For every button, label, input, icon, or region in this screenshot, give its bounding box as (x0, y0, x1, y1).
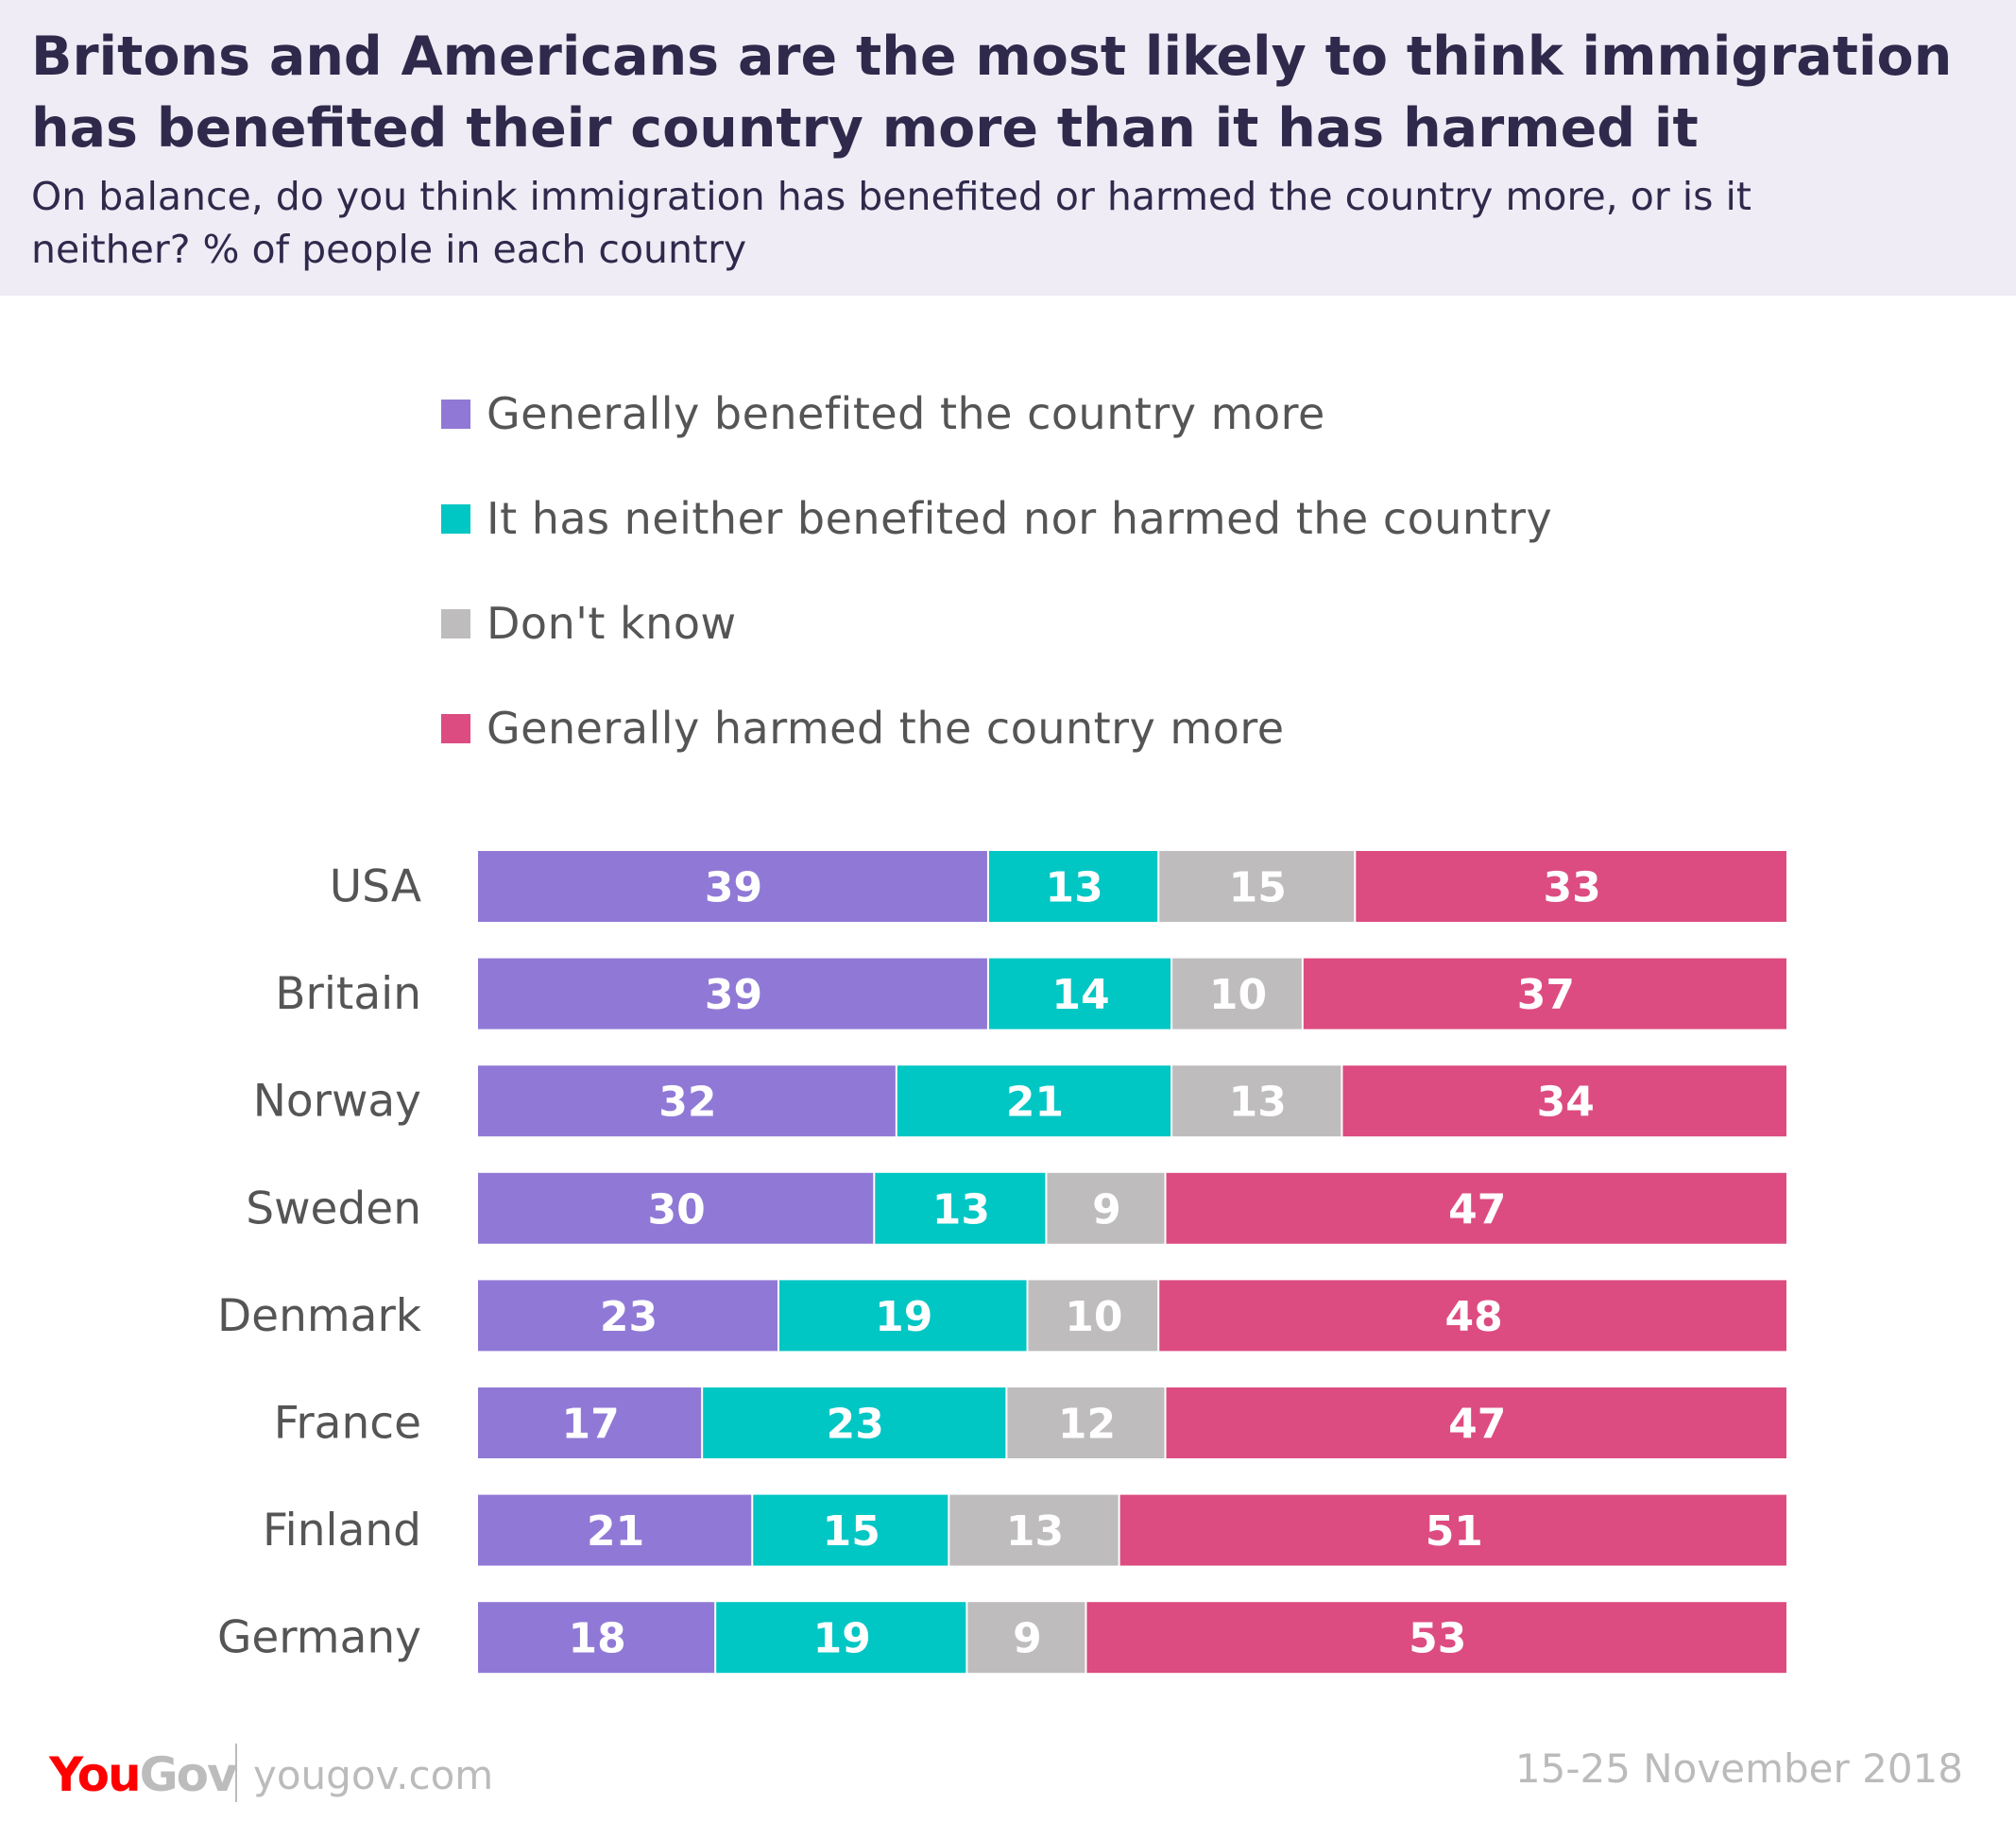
legend-label: Generally harmed the country more (487, 703, 1285, 754)
value-label: 53 (1409, 1615, 1466, 1663)
bar-segment (1086, 1602, 1786, 1674)
bar-segment (478, 1494, 752, 1566)
bar-segment (1047, 1172, 1165, 1244)
value-label: 39 (705, 864, 762, 912)
value-label: 33 (1544, 864, 1601, 912)
bar-segment (875, 1172, 1046, 1244)
legend-swatch (441, 503, 470, 534)
value-label: 17 (561, 1401, 619, 1449)
value-label: 14 (1051, 971, 1109, 1019)
bar-segment (753, 1494, 948, 1566)
bar-segment (1356, 851, 1786, 922)
legend-label: Generally benefited the country more (487, 388, 1325, 439)
category-label: France (274, 1398, 421, 1450)
category-label: Norway (253, 1076, 421, 1128)
value-label: 47 (1448, 1401, 1506, 1449)
bar-segment (988, 958, 1171, 1030)
bar-segment (478, 851, 987, 922)
bar-segment (478, 1387, 702, 1458)
value-label: 9 (1092, 1185, 1121, 1234)
footer-site: yougov.com (253, 1752, 494, 1798)
bar-segment (1007, 1387, 1165, 1458)
bar-segment (478, 1280, 778, 1352)
bar-segment (1303, 958, 1786, 1030)
bar-segment (949, 1494, 1119, 1566)
bar-segment (478, 1602, 715, 1674)
bar-segment (716, 1602, 966, 1674)
value-label: 21 (1006, 1079, 1064, 1127)
value-label: 37 (1517, 971, 1575, 1019)
bar-segment (1172, 1065, 1341, 1137)
value-label: 39 (705, 971, 762, 1019)
legend-swatch (441, 608, 470, 638)
value-label: 13 (1229, 1079, 1287, 1127)
bar-segment (1342, 1065, 1786, 1137)
legend-swatch (441, 399, 470, 429)
logo-gov: Gov (139, 1747, 238, 1802)
value-label: 13 (932, 1185, 990, 1234)
category-label: Germany (217, 1612, 421, 1664)
bar-segment (1159, 1280, 1786, 1352)
value-label: 32 (658, 1079, 716, 1127)
category-label: USA (330, 861, 421, 913)
bar-segment (1159, 851, 1355, 922)
yougov-logo: YouGov (49, 1747, 238, 1802)
value-label: 23 (600, 1293, 658, 1341)
footer-divider (235, 1744, 237, 1802)
bar-segment (478, 1065, 896, 1137)
bar-segment (1166, 1387, 1786, 1458)
category-label: Denmark (217, 1290, 422, 1342)
value-label: 15 (1229, 864, 1287, 912)
value-label: 12 (1058, 1401, 1116, 1449)
bar-segment (1119, 1494, 1786, 1566)
header-band: Britons and Americans are the most likel… (0, 0, 2016, 296)
value-label: 10 (1209, 971, 1267, 1019)
legend-item: Generally benefited the country more (441, 385, 1325, 442)
chart-subtitle: On balance, do you think immigration has… (31, 174, 1751, 272)
value-label: 47 (1448, 1185, 1506, 1234)
bar-segment (1172, 958, 1302, 1030)
value-label: 23 (827, 1401, 884, 1449)
legend-item: Don't know (441, 595, 737, 652)
value-label: 18 (568, 1615, 625, 1663)
bar-segment (1028, 1280, 1158, 1352)
legend-swatch (441, 713, 470, 743)
bar-segment (988, 851, 1158, 922)
legend-item: It has neither benefited nor harmed the … (441, 490, 1552, 547)
bar-segment (779, 1280, 1027, 1352)
bar-segment (703, 1387, 1006, 1458)
value-label: 10 (1065, 1293, 1122, 1341)
value-label: 9 (1013, 1615, 1042, 1663)
value-label: 30 (648, 1185, 706, 1234)
value-label: 13 (1045, 864, 1102, 912)
bar-segment (967, 1602, 1085, 1674)
value-label: 34 (1537, 1079, 1595, 1127)
value-label: 19 (813, 1615, 871, 1663)
value-label: 15 (823, 1507, 880, 1556)
legend-label: Don't know (487, 598, 737, 649)
legend-item: Generally harmed the country more (441, 700, 1285, 757)
bar-segment (478, 958, 987, 1030)
value-label: 51 (1426, 1507, 1483, 1556)
value-label: 48 (1445, 1293, 1503, 1341)
bar-segment (897, 1065, 1171, 1137)
legend-label: It has neither benefited nor harmed the … (487, 493, 1553, 544)
value-label: 21 (587, 1507, 644, 1556)
chart-title: Britons and Americans are the most likel… (31, 26, 1953, 160)
category-label: Finland (263, 1505, 421, 1557)
value-label: 19 (875, 1293, 932, 1341)
logo-you: You (49, 1747, 142, 1802)
bar-segment (478, 1172, 874, 1244)
survey-date: 15-25 November 2018 (1514, 1745, 1963, 1792)
category-label: Britain (275, 968, 421, 1020)
bar-segment (1166, 1172, 1786, 1244)
category-label: Sweden (246, 1183, 421, 1234)
value-label: 13 (1006, 1507, 1064, 1556)
